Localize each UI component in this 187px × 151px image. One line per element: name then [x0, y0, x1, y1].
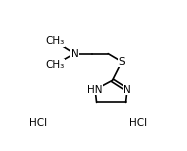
- Text: HN: HN: [87, 85, 103, 95]
- Text: HCl: HCl: [129, 118, 147, 128]
- Text: HCl: HCl: [29, 118, 47, 128]
- Text: CH₃: CH₃: [46, 60, 65, 70]
- Text: N: N: [71, 49, 79, 59]
- Text: N: N: [123, 85, 131, 95]
- Text: CH₃: CH₃: [46, 36, 65, 46]
- Text: S: S: [119, 57, 125, 67]
